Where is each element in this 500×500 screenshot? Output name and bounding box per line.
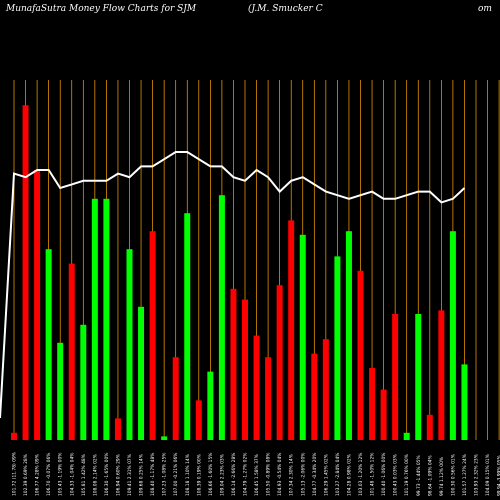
money-flow-bar (461, 364, 468, 440)
x-tick-label: 108.08 2.14% 02% (92, 454, 98, 496)
money-flow-bar (369, 368, 376, 440)
chart-title: MunafaSutra Money Flow Charts for SJM (6, 4, 197, 14)
x-tick-label: 106.29 1.45% 02% (323, 454, 329, 496)
money-flow-bar (392, 314, 399, 440)
x-tick-label: 101.72 (11.78) 09% (12, 452, 18, 496)
money-flow-bar (403, 432, 410, 440)
money-flow-bar (438, 310, 445, 440)
x-tick-label: 107.34 2.30% 14% (289, 454, 295, 496)
x-tick-label: 98.64 -1.09% 04% (427, 455, 433, 496)
x-tick-label: 100.30 0.56% 01% (450, 454, 456, 496)
x-tick-label: 104.33 -1.04% 04% (69, 453, 75, 496)
money-flow-bar (184, 213, 191, 440)
x-tick-label: 105.50 -0.89% 08% (266, 453, 272, 496)
money-flow-bar (265, 357, 272, 440)
money-flow-bar (34, 170, 41, 440)
x-tick-label: 107.00 -0.21% 06% (173, 453, 179, 496)
x-tick-label: 106.94 0.60% 29% (116, 454, 122, 496)
money-flow-bar (415, 314, 422, 440)
money-flow-bar (299, 234, 306, 440)
x-tick-label: 103.03 -1.20% 12% (358, 453, 364, 496)
money-flow-bar (103, 198, 110, 440)
x-tick-label: 103.93 2.32% 23% (474, 454, 480, 496)
money-flow-bar (380, 389, 387, 440)
price-line (0, 151, 466, 419)
money-flow-bar (207, 371, 214, 440)
x-tick-label: 99.94 -3.99% 05% (497, 455, 500, 496)
x-tick-label: 108.40 -1.17% 48% (150, 453, 156, 496)
x-tick-label: 106.70 -0.07% 06% (46, 453, 52, 496)
x-tick-label: 109.68 0.25% 14% (139, 454, 145, 496)
money-flow-bar (114, 418, 121, 440)
x-tick-label: 107.23 -1.08% 25% (162, 453, 168, 496)
money-flow-bar (91, 198, 98, 440)
x-tick-label: 101.19 0.76% 00% (404, 454, 410, 496)
money-flow-bar (57, 342, 64, 440)
money-flow-bar (426, 414, 433, 440)
money-flow-bar (345, 231, 352, 440)
x-tick-label: 109.41 2.31% 07% (127, 454, 133, 496)
x-tick-label: 104.77 -0.34% 20% (312, 453, 318, 496)
money-flow-bar (126, 249, 133, 440)
money-flow-bar (45, 249, 52, 440)
money-flow-bar (311, 353, 318, 440)
x-tick-label: 109.04 2.23% 03% (219, 454, 225, 496)
x-tick-label: 105.81 1.42% 48% (81, 454, 87, 496)
x-tick-label: 105.13 -2.06% 00% (300, 453, 306, 496)
x-tick-label: 105.43 -1.19% 00% (58, 453, 64, 496)
x-tick-label: 102.39 0.69% 28% (23, 454, 29, 496)
x-tick-label: 103.27 -2.84% 04% (335, 453, 341, 496)
money-flow-bar (449, 231, 456, 440)
x-tick-label: 106.66 -1.60% 15% (208, 453, 214, 496)
x-tick-label: 106.30 -1.65% 00% (104, 453, 110, 496)
x-tick-label: 104.79 -1.27% 02% (243, 453, 249, 496)
x-tick-label: 104.28 0.98% 02% (347, 454, 353, 496)
x-tick-label: 106.45 1.58% 37% (254, 454, 260, 496)
x-tick-label: 106.77 4.28% 09% (35, 454, 41, 496)
x-tick-label: 104.93 -0.54% 04% (277, 453, 283, 496)
money-flow-bar (322, 339, 329, 440)
money-flow-bar (161, 436, 168, 440)
x-tick-label: 100.40 -1.06% 00% (381, 453, 387, 496)
x-tick-label: 108.39 0.19% 00% (196, 454, 202, 496)
x-tick-label: 99.73 -1.44% 05% (416, 455, 422, 496)
company-name-end: om (478, 4, 492, 14)
money-flow-bar (138, 306, 145, 440)
x-tick-label: 101.48 -1.50% 12% (370, 453, 376, 496)
money-flow-bar (357, 270, 364, 440)
x-tick-label: 101.57 1.27% 24% (462, 454, 468, 496)
money-flow-bar (22, 105, 29, 440)
x-axis-labels: 101.72 (11.78) 09% 102.39 0.69% 28% 106.77… (12, 452, 500, 496)
money-flow-bar (68, 263, 75, 440)
money-flow-bar (195, 400, 202, 440)
money-flow-bar (172, 357, 179, 440)
money-flow-bar (276, 285, 283, 440)
x-tick-label: 99.74 1.12% 00% (439, 457, 445, 496)
money-flow-bar (334, 256, 341, 440)
x-tick-label: 100.43 0.03% 03% (393, 454, 399, 496)
money-flow-bar (242, 299, 248, 440)
money-flow-bars (11, 105, 468, 440)
x-tick-label: 104.09 0.15% 01% (485, 454, 491, 496)
money-flow-bar (149, 231, 156, 440)
x-tick-label: 106.14 -2.66% 28% (231, 453, 237, 496)
x-tick-label: 108.18 1.10% 14% (185, 454, 191, 496)
money-flow-bar (253, 335, 260, 440)
money-flow-bar (288, 220, 295, 440)
money-flow-bar (218, 195, 225, 440)
company-name: (J.M. Smucker C (248, 4, 323, 14)
money-flow-bar (230, 288, 237, 440)
money-flow-bar (80, 324, 87, 440)
money-flow-bar (11, 432, 17, 440)
